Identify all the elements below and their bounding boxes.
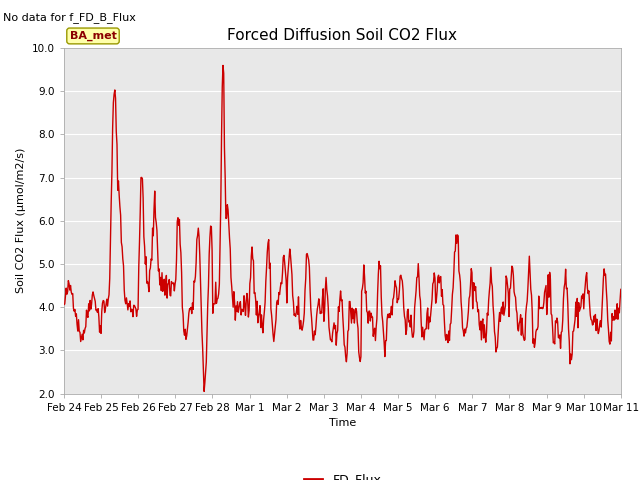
Title: Forced Diffusion Soil CO2 Flux: Forced Diffusion Soil CO2 Flux xyxy=(227,28,458,43)
Y-axis label: Soil CO2 Flux (μmol/m2/s): Soil CO2 Flux (μmol/m2/s) xyxy=(17,148,26,293)
Text: No data for f_FD_B_Flux: No data for f_FD_B_Flux xyxy=(3,12,136,23)
Text: BA_met: BA_met xyxy=(70,31,116,41)
Legend: FD_Flux: FD_Flux xyxy=(299,468,386,480)
X-axis label: Time: Time xyxy=(329,418,356,428)
